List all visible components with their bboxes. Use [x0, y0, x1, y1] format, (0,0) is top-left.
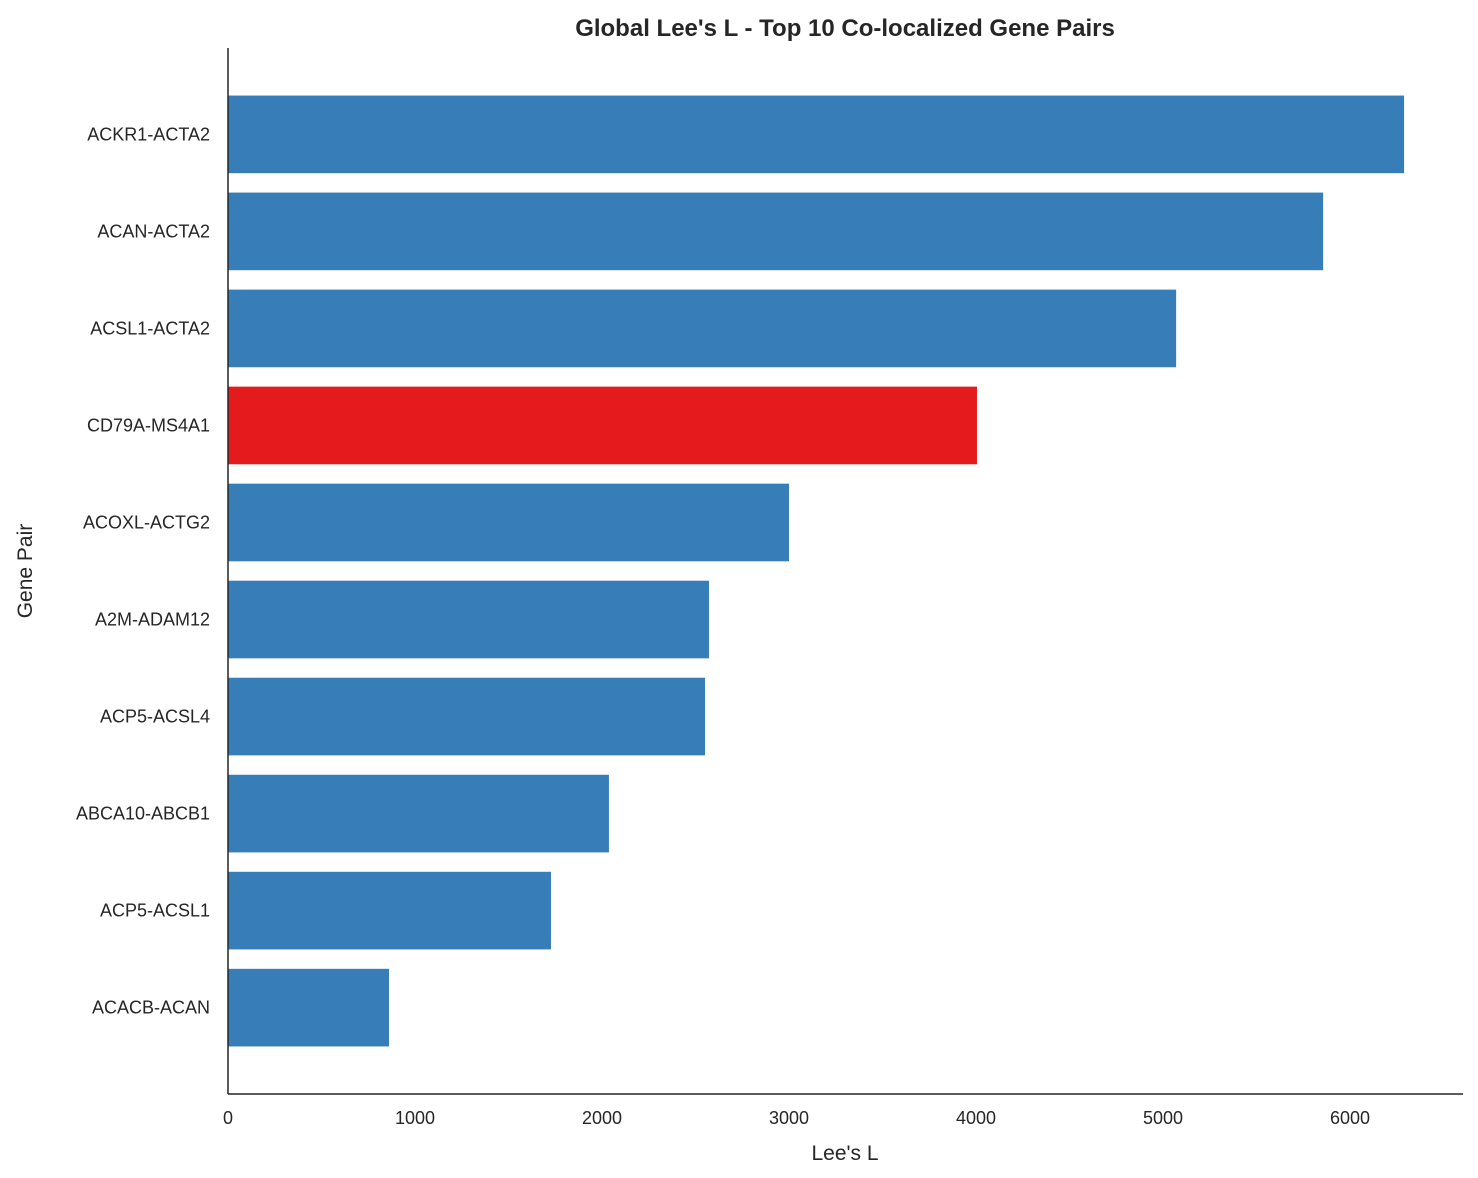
bar-cd79a-ms4a1	[228, 386, 977, 465]
y-tick-label: CD79A-MS4A1	[87, 415, 210, 435]
bar-abca10-abcb1	[228, 774, 609, 853]
bar-acoxl-actg2	[228, 483, 790, 562]
bar-acacb-acan	[228, 968, 390, 1047]
x-tick-label: 3000	[769, 1108, 809, 1128]
bar-acp5-acsl4	[228, 677, 706, 756]
x-axis-label: Lee's L	[811, 1142, 878, 1165]
x-tick-label: 0	[223, 1108, 233, 1128]
y-axis-label: Gene Pair	[14, 524, 37, 619]
bar-acsl1-acta2	[228, 289, 1177, 368]
x-tick-label: 6000	[1330, 1108, 1370, 1128]
bar-a2m-adam12	[228, 580, 709, 659]
x-tick-label: 4000	[956, 1108, 996, 1128]
x-tick-label: 2000	[582, 1108, 622, 1128]
y-tick-label: ACAN-ACTA2	[97, 221, 210, 241]
y-tick-label: ACOXL-ACTG2	[83, 512, 210, 532]
bar-acp5-acsl1	[228, 871, 551, 950]
chart-title: Global Lee's L - Top 10 Co-localized Gen…	[575, 15, 1115, 42]
y-tick-label: A2M-ADAM12	[95, 610, 210, 630]
bar-ackr1-acta2	[228, 95, 1405, 174]
y-tick-label: ACP5-ACSL4	[100, 707, 210, 727]
x-tick-label: 5000	[1143, 1108, 1183, 1128]
y-tick-label: ACKR1-ACTA2	[87, 124, 210, 144]
y-tick-label: ACSL1-ACTA2	[90, 318, 210, 338]
bar-acan-acta2	[228, 192, 1324, 271]
y-tick-label: ACACB-ACAN	[92, 998, 210, 1018]
y-tick-label: ACP5-ACSL1	[100, 901, 210, 921]
x-tick-label: 1000	[395, 1108, 435, 1128]
y-tick-label: ABCA10-ABCB1	[76, 804, 210, 824]
